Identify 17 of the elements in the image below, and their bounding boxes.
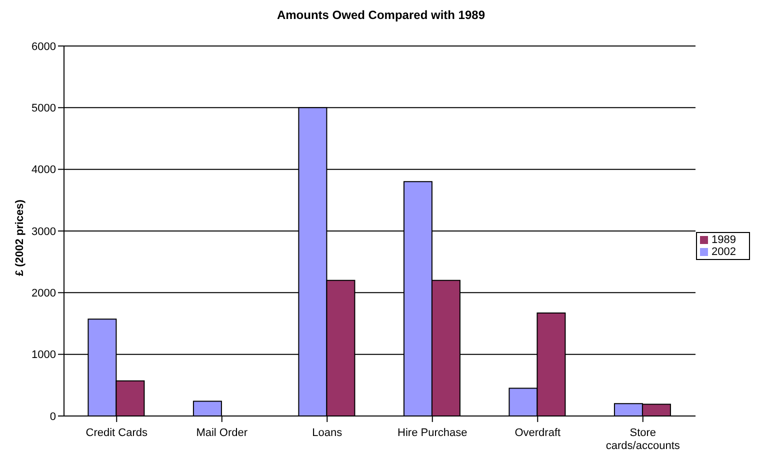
y-tick-label: 1000 <box>32 349 56 362</box>
y-tick-label: 3000 <box>32 226 56 238</box>
legend-label: 1989 <box>712 234 736 246</box>
x-tick-label: Loans <box>312 427 343 439</box>
x-tick-label: Credit Cards <box>86 427 148 439</box>
x-tick-label: Mail Order <box>196 427 248 439</box>
y-tick-label: 6000 <box>32 40 56 53</box>
x-tick-label: Store cards/accounts <box>606 427 680 452</box>
y-tick-label: 4000 <box>32 164 56 176</box>
y-axis-title: £ (2002 prices) <box>14 199 26 276</box>
y-tick-label: 2000 <box>32 288 56 300</box>
x-tick-label: Overdraft <box>514 427 561 439</box>
legend-label: 2002 <box>712 246 736 258</box>
x-tick-label: Hire Purchase <box>398 427 468 439</box>
y-tick-label: 5000 <box>32 102 56 115</box>
y-tick-label: 0 <box>50 410 56 423</box>
chart-title: Amounts Owed Compared with 1989 <box>276 8 486 24</box>
